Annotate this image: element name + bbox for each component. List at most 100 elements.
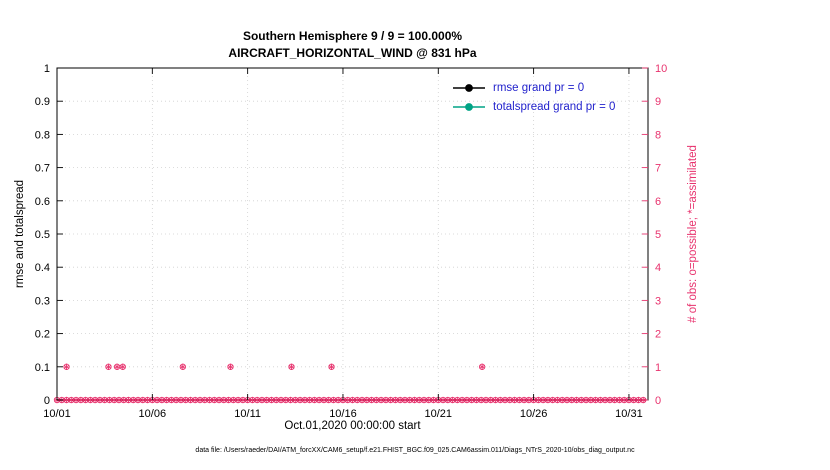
obs-assimilated-marker	[106, 398, 113, 402]
obs-assimilated-marker	[382, 398, 389, 402]
right-tick-label: 7	[655, 163, 661, 175]
obs-assimilated-marker	[468, 398, 475, 402]
obs-assimilated-marker	[301, 398, 308, 402]
rmse-line-marker-icon	[453, 83, 485, 92]
obs-assimilated-marker	[77, 398, 84, 402]
left-tick-label: 0.4	[35, 262, 50, 274]
right-tick-label: 4	[655, 262, 661, 274]
obs-assimilated-marker	[440, 398, 446, 402]
obs-assimilated-marker	[363, 398, 370, 402]
obs-assimilated-marker	[68, 398, 75, 402]
obs-assimilated-marker	[602, 398, 609, 402]
obs-assimilated-marker	[92, 398, 99, 402]
data-file-caption: data file: /Users/raeder/DAI/ATM_forcXX/…	[195, 447, 635, 454]
x-axis-label: Oct.01,2020 00:00:00 start	[284, 420, 421, 432]
obs-assimilated-marker	[249, 398, 256, 402]
obs-assimilated-marker	[278, 398, 284, 402]
obs-assimilated-marker	[259, 398, 265, 402]
obs-assimilated-marker	[392, 398, 399, 402]
obs-assimilated-marker	[235, 398, 242, 402]
obs-assimilated-marker	[516, 398, 523, 402]
obs-assimilated-marker	[216, 398, 222, 402]
obs-assimilated-marker	[287, 398, 294, 402]
obs-assimilated-marker	[263, 398, 270, 402]
x-tick-label: 10/31	[615, 408, 643, 420]
obs-assimilated-marker	[187, 398, 194, 402]
obs-assimilated-marker	[454, 398, 461, 402]
obs-assimilated-marker	[230, 398, 237, 402]
obs-assimilated-marker	[63, 398, 70, 402]
obs-assimilated-marker	[125, 398, 132, 402]
obs-assimilated-marker	[144, 398, 151, 402]
obs-assimilated-marker	[211, 398, 218, 402]
obs-assimilated-marker	[564, 398, 570, 402]
obs-assimilated-marker	[463, 398, 470, 402]
obs-assimilated-marker	[163, 398, 170, 402]
obs-assimilated-marker	[201, 398, 208, 402]
obs-assimilated-marker	[114, 364, 120, 369]
obs-assimilated-marker	[320, 398, 327, 402]
left-tick-label: 0.6	[35, 196, 50, 208]
obs-assimilated-marker	[73, 398, 79, 402]
obs-assimilated-marker	[506, 398, 513, 402]
right-tick-label: 5	[655, 229, 661, 241]
obs-assimilated-marker	[344, 398, 351, 402]
obs-assimilated-marker	[487, 398, 494, 402]
right-tick-label: 9	[655, 96, 661, 108]
x-tick-label: 10/11	[234, 408, 261, 420]
obs-assimilated-marker	[105, 364, 112, 369]
obs-assimilated-marker	[330, 398, 337, 402]
legend: rmse grand pr = 0 totalspread grand pr =…	[452, 78, 615, 116]
x-tick-label: 10/06	[139, 408, 167, 420]
left-tick-label: 0	[44, 395, 50, 407]
obs-assimilated-marker	[349, 398, 356, 402]
obs-assimilated-marker	[497, 398, 504, 402]
obs-assimilated-marker	[354, 398, 361, 402]
obs-assimilated-marker	[96, 398, 103, 402]
left-tick-label: 0.5	[35, 229, 50, 241]
right-tick-label: 10	[655, 63, 667, 75]
obs-assimilated-marker	[179, 364, 186, 369]
obs-assimilated-marker	[82, 398, 89, 402]
obs-assimilated-marker	[597, 398, 604, 402]
left-tick-label: 0.1	[35, 362, 50, 374]
obs-assimilated-marker	[306, 398, 313, 402]
obs-assimilated-marker	[368, 398, 375, 402]
right-tick-label: 3	[655, 295, 661, 307]
left-tick-label: 0.9	[35, 96, 50, 108]
obs-assimilated-marker	[540, 398, 547, 402]
obs-assimilated-marker	[559, 398, 566, 402]
obs-assimilated-marker	[158, 398, 165, 402]
obs-assimilated-marker	[335, 398, 342, 402]
obs-assimilated-marker	[554, 398, 561, 402]
obs-assimilated-marker	[297, 398, 303, 402]
obs-assimilated-marker	[525, 398, 532, 402]
obs-assimilated-marker	[282, 398, 289, 402]
obs-assimilated-marker	[587, 398, 594, 402]
obs-assimilated-marker	[325, 398, 332, 402]
obs-assimilated-marker	[192, 398, 199, 402]
obs-assimilated-marker	[206, 398, 213, 402]
obs-assimilated-marker	[225, 398, 232, 402]
obs-assimilated-marker	[311, 398, 318, 402]
obs-assimilated-marker	[483, 398, 489, 402]
plot-title-line1: Southern Hemisphere 9 / 9 = 100.000%	[242, 29, 463, 43]
obs-assimilated-marker	[120, 398, 127, 402]
x-tick-label: 10/21	[425, 408, 453, 420]
obs-assimilated-marker	[621, 398, 628, 402]
obs-assimilated-marker	[592, 398, 599, 402]
obs-assimilated-marker	[139, 398, 146, 402]
left-tick-label: 0.2	[35, 329, 50, 341]
right-tick-label: 2	[655, 329, 661, 341]
obs-assimilated-marker	[545, 398, 551, 402]
obs-assimilated-marker	[154, 398, 160, 402]
obs-assimilated-marker	[220, 398, 227, 402]
legend-label-totalspread: totalspread grand pr = 0	[493, 100, 616, 113]
obs-assimilated-marker	[378, 398, 385, 402]
obs-assimilated-marker	[387, 398, 394, 402]
obs-assimilated-marker	[197, 398, 203, 402]
obs-assimilated-marker	[268, 398, 275, 402]
obs-assimilated-marker	[473, 398, 480, 402]
obs-assimilated-marker	[416, 398, 423, 402]
obs-assimilated-marker	[373, 398, 380, 402]
